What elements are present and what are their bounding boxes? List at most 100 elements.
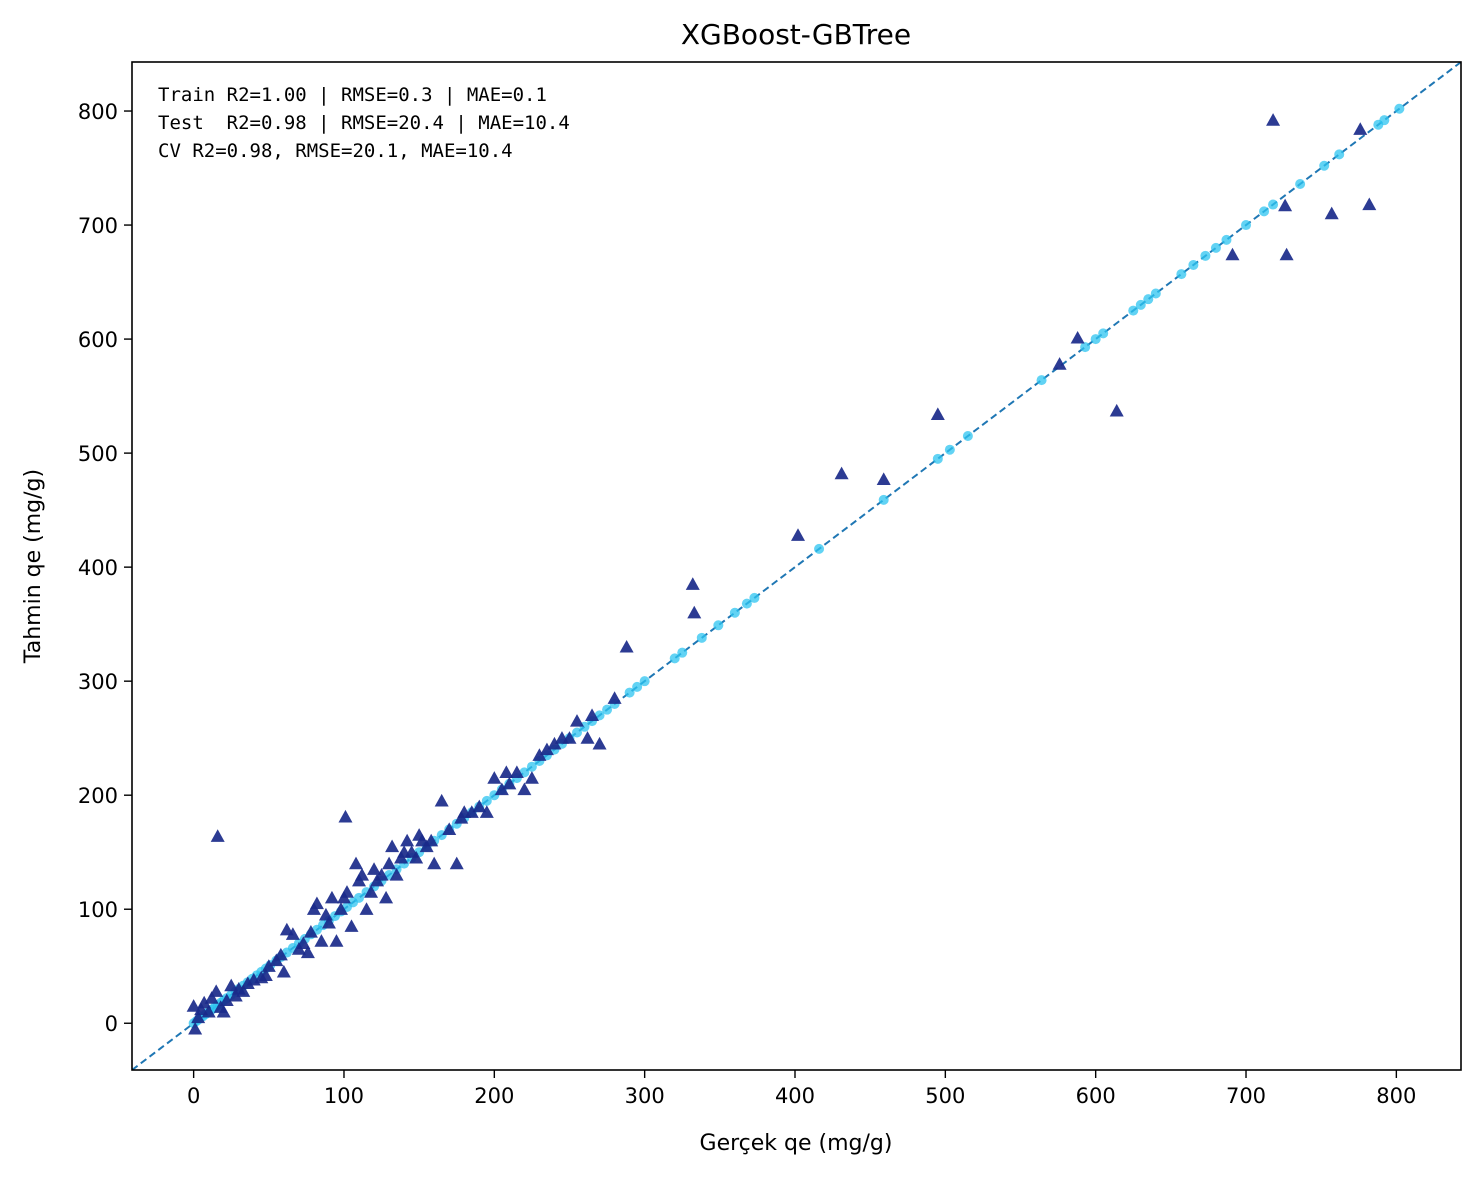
data-point-circle bbox=[814, 543, 825, 554]
data-point-circle bbox=[1241, 220, 1252, 231]
data-point-triangle bbox=[562, 731, 577, 744]
data-point-circle bbox=[1080, 342, 1091, 353]
data-point-circle bbox=[1176, 269, 1187, 280]
data-point-triangle bbox=[329, 934, 344, 947]
x-tick-label: 400 bbox=[775, 1084, 815, 1108]
stats-line-train: Train R2=1.00 | RMSE=0.3 | MAE=0.1 bbox=[158, 84, 547, 106]
data-point-triangle bbox=[424, 833, 439, 847]
data-point-triangle bbox=[379, 890, 394, 904]
series-triangle bbox=[186, 113, 1377, 1035]
data-point-triangle bbox=[834, 466, 849, 480]
data-point-triangle bbox=[409, 850, 424, 864]
data-point-triangle bbox=[1225, 247, 1240, 261]
data-point-circle bbox=[1098, 328, 1109, 339]
data-point-triangle bbox=[258, 968, 273, 981]
y-tick-label: 700 bbox=[78, 214, 118, 238]
y-tick-label: 400 bbox=[78, 556, 118, 580]
data-point-circle bbox=[1394, 103, 1405, 114]
data-point-triangle bbox=[509, 765, 524, 778]
y-tick-label: 200 bbox=[78, 784, 118, 808]
x-tick-label: 800 bbox=[1376, 1084, 1416, 1108]
x-tick-label: 700 bbox=[1226, 1084, 1266, 1108]
data-point-circle bbox=[354, 892, 365, 903]
data-point-circle bbox=[602, 704, 613, 715]
data-point-triangle bbox=[364, 885, 379, 898]
data-point-triangle bbox=[188, 1021, 203, 1035]
data-point-triangle bbox=[400, 833, 415, 847]
data-point-triangle bbox=[930, 407, 945, 420]
data-point-triangle bbox=[607, 691, 622, 704]
data-point-triangle bbox=[303, 925, 318, 938]
data-point-circle bbox=[1334, 149, 1345, 160]
data-point-triangle bbox=[367, 862, 382, 875]
data-point-triangle bbox=[1070, 330, 1085, 344]
data-point-triangle bbox=[502, 776, 517, 790]
data-point-triangle bbox=[1279, 247, 1294, 261]
data-point-triangle bbox=[1324, 206, 1339, 220]
data-point-triangle bbox=[339, 885, 354, 898]
data-point-triangle bbox=[1362, 197, 1377, 211]
data-point-triangle bbox=[464, 805, 479, 818]
data-point-triangle bbox=[472, 799, 487, 813]
data-point-triangle bbox=[580, 731, 595, 744]
data-point-circle bbox=[1128, 305, 1139, 316]
y-tick-label: 600 bbox=[78, 328, 118, 352]
data-point-circle bbox=[624, 687, 635, 698]
y-tick-label: 0 bbox=[105, 1012, 118, 1036]
data-point-triangle bbox=[209, 984, 224, 997]
data-point-triangle bbox=[434, 793, 449, 807]
data-point-circle bbox=[1135, 299, 1146, 310]
data-point-circle bbox=[632, 681, 643, 692]
data-point-triangle bbox=[191, 1010, 206, 1024]
y-tick-label: 500 bbox=[78, 442, 118, 466]
data-point-triangle bbox=[296, 936, 311, 950]
data-point-triangle bbox=[216, 1004, 231, 1018]
data-point-circle bbox=[1221, 234, 1232, 245]
data-point-circle bbox=[572, 727, 583, 738]
data-point-circle bbox=[1210, 242, 1221, 253]
data-point-triangle bbox=[314, 934, 329, 947]
data-point-circle bbox=[713, 620, 724, 631]
data-point-triangle bbox=[321, 915, 336, 929]
data-point-triangle bbox=[619, 639, 634, 653]
data-point-triangle bbox=[479, 805, 494, 818]
data-point-triangle bbox=[442, 822, 457, 836]
y-tick-label: 300 bbox=[78, 670, 118, 694]
data-point-triangle bbox=[382, 856, 397, 870]
data-point-triangle bbox=[1353, 122, 1368, 135]
data-point-circle bbox=[1143, 294, 1154, 305]
data-point-circle bbox=[696, 632, 707, 643]
x-tick-label: 600 bbox=[1076, 1084, 1116, 1108]
data-point-triangle bbox=[261, 959, 276, 972]
ticks-layer: 0 100 200 300 400 500 600 700 800 0 100 200 300 400 50… bbox=[78, 100, 1416, 1108]
x-tick-label: 100 bbox=[324, 1084, 364, 1108]
data-point-circle bbox=[677, 647, 688, 658]
data-point-circle bbox=[741, 598, 752, 609]
data-point-triangle bbox=[487, 771, 502, 784]
stats-line-test: Test R2=0.98 | RMSE=20.4 | MAE=10.4 bbox=[158, 112, 570, 134]
data-point-triangle bbox=[524, 771, 539, 784]
data-point-triangle bbox=[240, 976, 255, 989]
data-point-circle bbox=[1036, 375, 1047, 386]
data-point-triangle bbox=[285, 927, 300, 940]
data-point-triangle bbox=[427, 856, 442, 870]
data-point-triangle bbox=[300, 945, 315, 959]
data-point-triangle bbox=[385, 839, 400, 853]
data-point-triangle bbox=[186, 999, 201, 1012]
data-point-circle bbox=[878, 494, 889, 505]
data-point-circle bbox=[932, 453, 943, 464]
data-point-triangle bbox=[876, 472, 891, 485]
data-point-triangle bbox=[194, 1002, 209, 1016]
data-point-triangle bbox=[355, 868, 370, 881]
data-point-triangle bbox=[201, 1004, 216, 1018]
data-point-triangle bbox=[570, 714, 585, 727]
plot-frame bbox=[131, 61, 1462, 1071]
data-point-triangle bbox=[585, 708, 600, 721]
data-point-triangle bbox=[359, 902, 374, 915]
data-point-circle bbox=[1150, 288, 1161, 299]
y-tick-label: 100 bbox=[78, 898, 118, 922]
chart-title: XGBoost-GBTree bbox=[681, 18, 911, 51]
data-point-triangle bbox=[224, 978, 239, 992]
data-point-triangle bbox=[532, 748, 547, 761]
data-point-triangle bbox=[539, 742, 554, 756]
